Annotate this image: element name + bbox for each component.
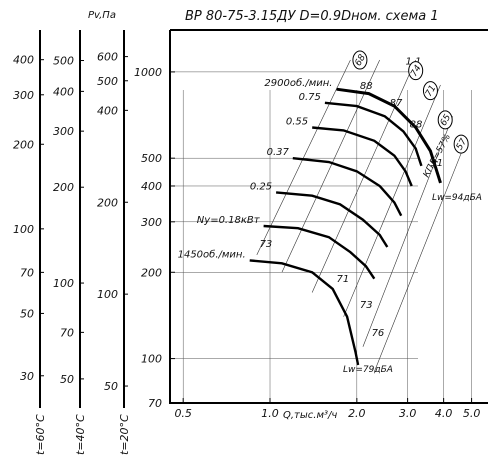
efficiency-label: 87 xyxy=(390,98,403,109)
series-label: 0.75 xyxy=(299,92,321,103)
side-axis-tick-label: 70 xyxy=(60,326,74,339)
fan-curve xyxy=(292,157,403,217)
fan-curve xyxy=(336,87,442,184)
fan-curve xyxy=(275,191,389,248)
efficiency-label: 88 xyxy=(410,119,423,130)
efficiency-line xyxy=(374,153,462,372)
y-tick-label: 200 xyxy=(141,266,162,279)
side-axis-tick-label: 200 xyxy=(53,181,74,194)
efficiency-label: 73 xyxy=(260,239,273,250)
series-label: 0.55 xyxy=(286,116,308,127)
y-tick-label: 300 xyxy=(141,216,162,229)
efficiency-label: 76 xyxy=(372,328,385,339)
labels: 70 100 200 300 400 500 1000 0.5 1.0 2.0 3.0 4.0 5.0 3… xyxy=(13,50,481,455)
side-axis-tick-label: 50 xyxy=(104,380,118,393)
circled-label-ring xyxy=(437,110,453,130)
circled-label: 71 xyxy=(424,84,438,99)
circled-label-ring xyxy=(408,61,424,81)
side-axis-tick-label: 600 xyxy=(97,51,118,64)
efficiency-line xyxy=(362,116,453,347)
y-tick-label: 70 xyxy=(148,397,162,410)
side-axis-tick-label: 400 xyxy=(13,54,34,67)
x-axis-label: Q,тыс.м³/ч xyxy=(283,410,337,421)
circled-label-ring xyxy=(422,81,438,101)
side-axis-tick-label: 300 xyxy=(53,125,74,138)
curves xyxy=(249,87,442,366)
x-tick-label: 2.0 xyxy=(348,407,366,420)
y-tick-label: 100 xyxy=(141,353,162,366)
side-axis-tick-label: 400 xyxy=(97,104,118,117)
efficiency-line xyxy=(281,59,380,273)
plot-frame xyxy=(169,29,488,404)
side-axis-tick-label: 100 xyxy=(97,288,118,301)
side-axis-label: t=60°C xyxy=(34,414,47,455)
y-tick-label: 1000 xyxy=(134,66,162,79)
side-axis-tick-label: 30 xyxy=(20,370,34,383)
fan-curve xyxy=(324,101,423,167)
chart-title: ВР 80-75-3.15ДУ D=0.9Dном. схема 1 xyxy=(185,9,439,24)
fan-curve xyxy=(249,259,360,366)
x-tick-label: 5.0 xyxy=(463,407,481,420)
series-label: Ny=0.18кВт xyxy=(197,215,261,226)
side-axis-label: t=20°C xyxy=(118,414,131,455)
series-label: 0.37 xyxy=(267,147,290,158)
efficiency-label: 71 xyxy=(336,274,349,285)
series-label: 2900об./мин. xyxy=(264,77,332,89)
x-tick-label: 4.0 xyxy=(435,407,453,420)
lw-label-high: Lw=94дБА xyxy=(432,193,482,203)
efficiency-label: 88 xyxy=(360,81,373,92)
series-label: 1450об./мин. xyxy=(178,248,246,260)
plot-border xyxy=(169,29,488,404)
circled-label-ring xyxy=(453,134,469,154)
side-axis-tick-label: 70 xyxy=(20,266,34,279)
side-axis-tick-label: 200 xyxy=(13,138,34,151)
y-axis-label: Pv,Па xyxy=(88,10,116,21)
side-axis-tick-label: 50 xyxy=(60,373,74,386)
x-tick-label: 1.0 xyxy=(261,407,279,420)
side-axis-label: t=40°C xyxy=(74,414,87,455)
grid xyxy=(170,59,473,404)
side-axis-tick-label: 300 xyxy=(13,89,34,102)
fan-curve xyxy=(312,126,413,187)
fan-curve xyxy=(263,224,376,280)
side-axis-tick-label: 50 xyxy=(20,307,34,320)
side-axes xyxy=(39,30,128,408)
side-axis-tick-label: 100 xyxy=(13,223,34,236)
x-tick-label: 3.0 xyxy=(399,407,417,420)
side-axis-tick-label: 500 xyxy=(97,75,118,88)
side-axis-tick-label: 400 xyxy=(53,85,74,98)
lw-label-low: Lw=79дБА xyxy=(343,365,393,375)
side-axis-tick-label: 500 xyxy=(53,55,74,68)
side-axis-tick-label: 100 xyxy=(53,277,74,290)
y-tick-label: 500 xyxy=(141,152,162,165)
efficiency-line xyxy=(256,59,351,256)
x-tick-label: 0.5 xyxy=(174,407,192,420)
y-tick-label: 400 xyxy=(141,180,162,193)
efficiency-label: 91 xyxy=(430,158,443,169)
side-axis-tick-label: 200 xyxy=(97,196,118,209)
efficiency-label: 73 xyxy=(360,300,373,311)
series-label: 0.25 xyxy=(250,181,272,192)
circled-label-ring xyxy=(352,50,368,70)
